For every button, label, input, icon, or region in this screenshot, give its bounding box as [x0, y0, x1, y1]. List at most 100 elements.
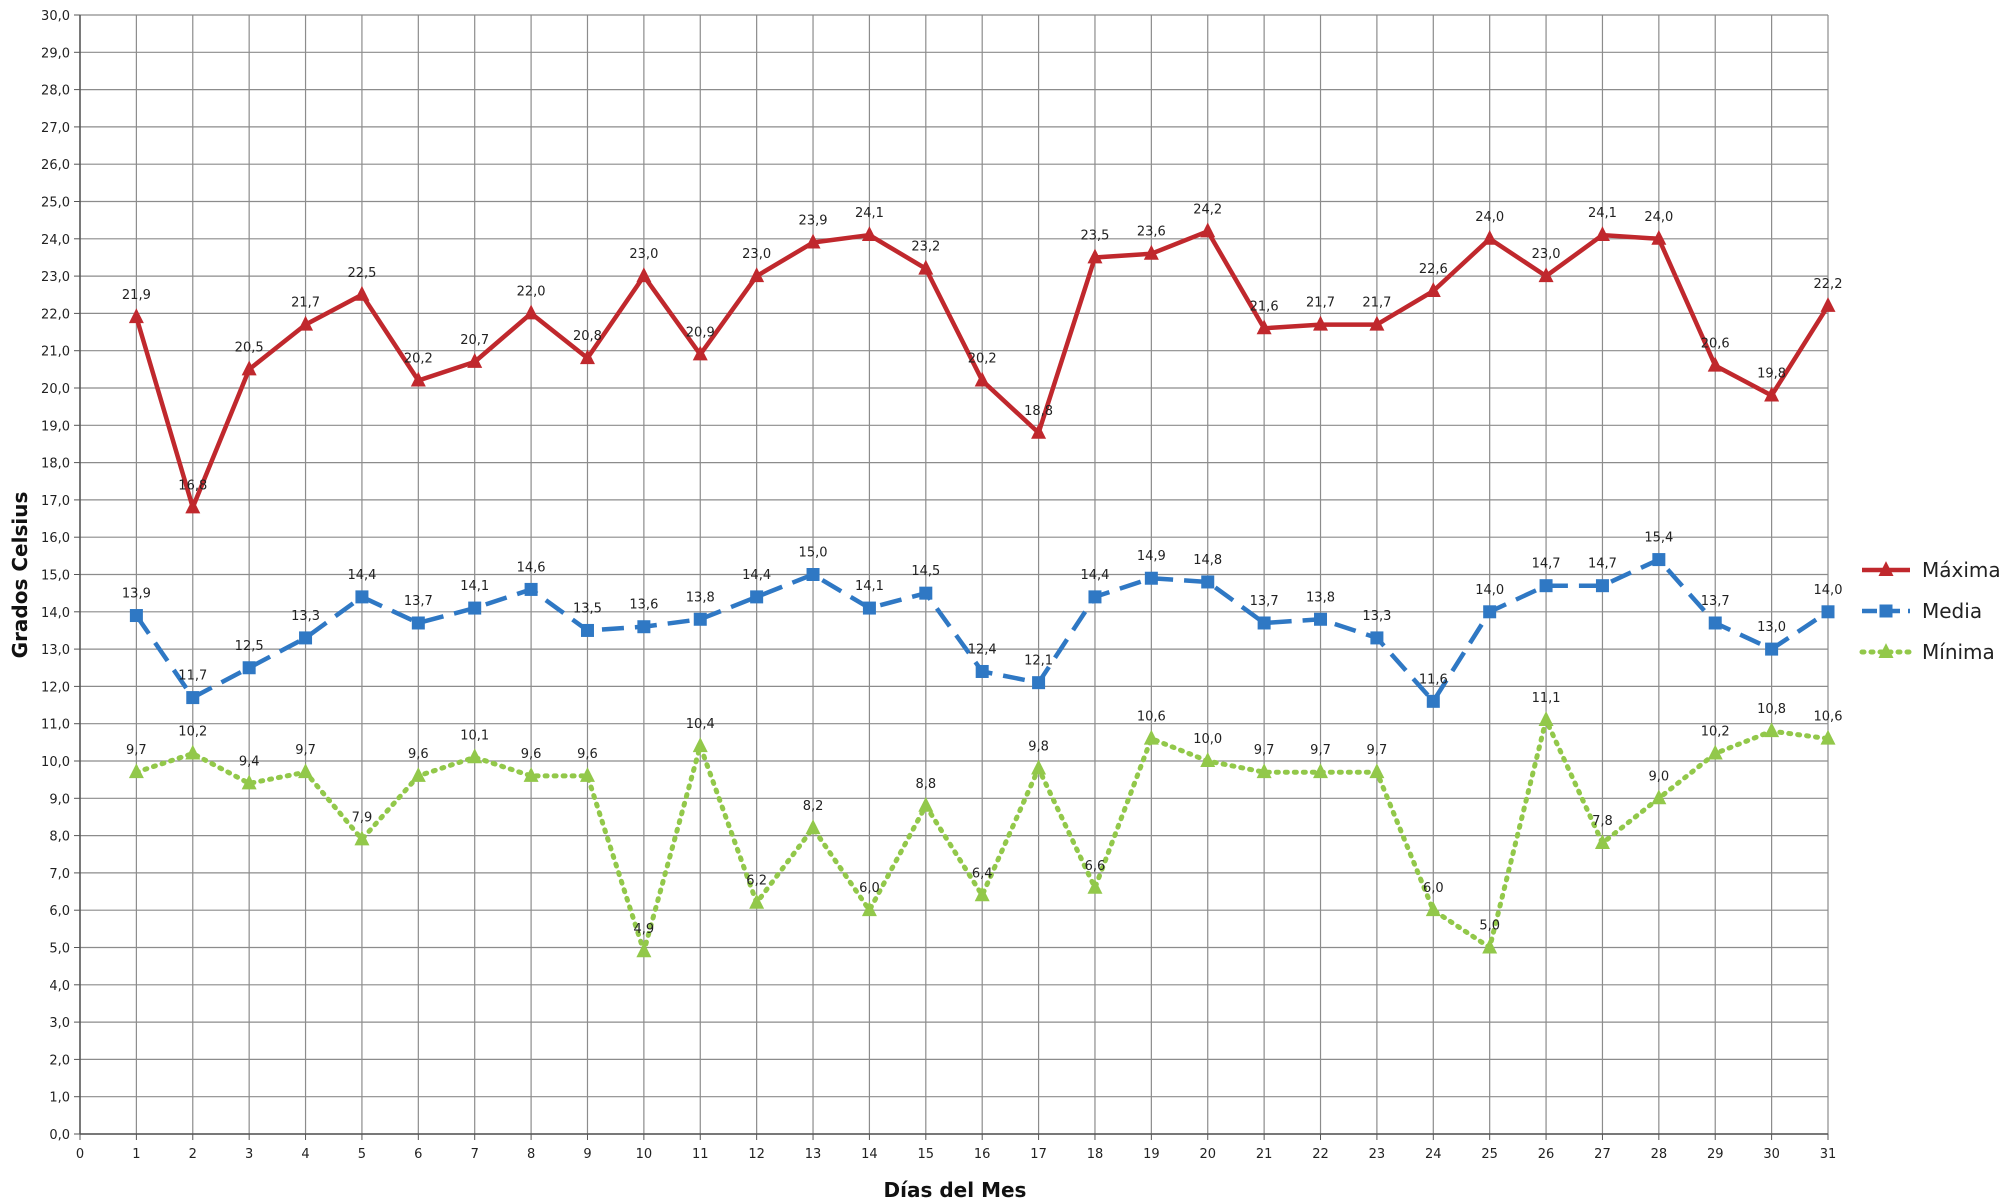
- data-label: 9,7: [126, 743, 147, 758]
- y-tick-label: 17,0: [41, 494, 70, 509]
- data-label: 20,2: [404, 352, 433, 367]
- data-point: [1143, 729, 1159, 745]
- data-point: [186, 691, 200, 705]
- data-label: 5,0: [1479, 919, 1500, 934]
- data-point: [580, 623, 594, 637]
- data-label: 12,1: [1024, 654, 1053, 669]
- data-label: 10,4: [686, 717, 715, 732]
- data-label: 13,8: [1306, 590, 1335, 605]
- y-tick-label: 3,0: [49, 1016, 70, 1031]
- y-tick-label: 6,0: [49, 904, 70, 919]
- x-tick-label: 0: [76, 1147, 84, 1162]
- data-label: 7,8: [1592, 814, 1613, 829]
- data-point: [354, 285, 370, 301]
- data-point: [693, 612, 707, 626]
- data-point: [1313, 763, 1329, 779]
- data-label: 10,6: [1137, 710, 1166, 725]
- data-point: [749, 267, 765, 283]
- data-label: 12,5: [235, 639, 264, 654]
- data-point: [1708, 616, 1722, 630]
- x-tick-label: 27: [1594, 1147, 1611, 1162]
- y-tick-label: 7,0: [49, 867, 70, 882]
- data-label: 11,1: [1532, 691, 1561, 706]
- data-label: 6,4: [972, 866, 993, 881]
- data-point: [1765, 642, 1779, 656]
- data-point: [128, 763, 144, 779]
- data-point: [1369, 315, 1385, 331]
- data-label: 14,6: [517, 560, 546, 575]
- data-point: [1032, 676, 1046, 690]
- data-label: 19,8: [1757, 366, 1786, 381]
- data-label: 13,5: [573, 601, 602, 616]
- data-label: 11,6: [1419, 672, 1448, 687]
- series-m-xima: [128, 222, 1836, 514]
- data-point: [637, 620, 651, 634]
- data-point: [918, 259, 934, 275]
- legend-marker: [1879, 604, 1893, 618]
- data-point: [1425, 901, 1441, 917]
- data-point: [805, 819, 821, 835]
- gridlines: [79, 14, 1829, 1135]
- x-tick-label: 12: [748, 1147, 765, 1162]
- data-point: [1144, 571, 1158, 585]
- data-point: [1707, 356, 1723, 372]
- data-point: [919, 586, 933, 600]
- data-label: 8,2: [803, 799, 824, 814]
- data-point: [298, 763, 314, 779]
- x-tick-label: 20: [1199, 1147, 1216, 1162]
- y-tick-label: 22,0: [41, 307, 70, 322]
- x-tick-label: 10: [636, 1147, 653, 1162]
- data-label: 13,0: [1757, 620, 1786, 635]
- data-point: [242, 661, 256, 675]
- y-axis-title: Grados Celsius: [8, 492, 32, 659]
- data-label: 13,8: [686, 590, 715, 605]
- y-tick-label: 11,0: [41, 718, 70, 733]
- data-point: [1426, 694, 1440, 708]
- data-point: [467, 748, 483, 764]
- data-label: 15,4: [1644, 531, 1673, 546]
- data-label: 9,6: [521, 747, 542, 762]
- data-label: 9,8: [1028, 739, 1049, 754]
- y-tick-label: 30,0: [41, 9, 70, 24]
- y-tick-label: 9,0: [49, 792, 70, 807]
- data-point: [1595, 579, 1609, 593]
- data-label: 9,7: [1367, 743, 1388, 758]
- data-label: 20,2: [968, 352, 997, 367]
- data-point: [1256, 319, 1272, 335]
- data-point: [862, 601, 876, 615]
- data-label: 11,7: [178, 669, 207, 684]
- x-tick-label: 13: [805, 1147, 822, 1162]
- data-point: [692, 737, 708, 753]
- data-point: [579, 767, 595, 782]
- x-tick-label: 9: [583, 1147, 591, 1162]
- x-tick-label: 15: [918, 1147, 935, 1162]
- data-labels: 21,9 16,8 20,5 21,7 22,5 20,2 20,7 22,0 20,8 23,0…: [122, 202, 1843, 937]
- data-point: [1651, 789, 1667, 805]
- data-label: 20,5: [235, 340, 264, 355]
- y-tick-label: 28,0: [41, 84, 70, 99]
- data-label: 9,0: [1648, 769, 1669, 784]
- data-label: 14,0: [1475, 583, 1504, 598]
- data-point: [241, 360, 257, 376]
- data-point: [636, 942, 652, 958]
- data-label: 14,4: [742, 568, 771, 583]
- data-label: 6,2: [746, 874, 767, 889]
- data-point: [1369, 763, 1385, 779]
- y-tick-label: 29,0: [41, 46, 70, 61]
- data-point: [1482, 229, 1498, 245]
- legend-label: Mínima: [1922, 640, 1995, 664]
- data-label: 14,1: [460, 579, 489, 594]
- data-point: [1143, 244, 1159, 260]
- data-point: [1200, 752, 1216, 767]
- data-point: [1425, 282, 1441, 298]
- data-point: [1088, 590, 1102, 604]
- data-label: 10,1: [460, 728, 489, 743]
- data-point: [1031, 423, 1047, 439]
- y-tick-label: 21,0: [41, 345, 70, 360]
- data-label: 8,8: [915, 777, 936, 792]
- data-label: 14,5: [911, 564, 940, 579]
- data-point: [128, 308, 144, 324]
- data-point: [1087, 248, 1103, 264]
- y-tick-label: 12,0: [41, 680, 70, 695]
